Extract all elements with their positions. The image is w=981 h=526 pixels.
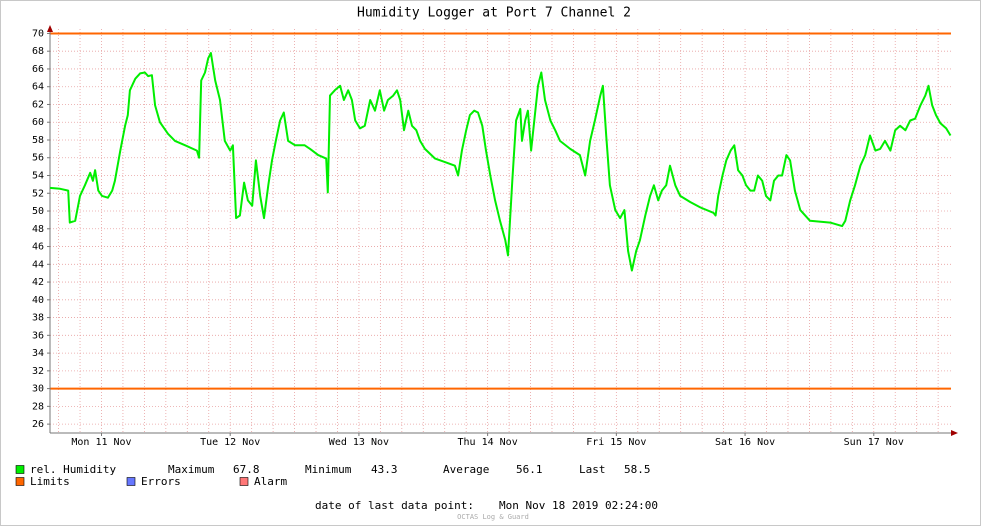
y-tick-label: 46	[32, 242, 44, 253]
y-tick-label: 28	[32, 401, 44, 412]
y-tick-label: 42	[32, 277, 44, 288]
y-tick-label: 34	[32, 348, 44, 359]
y-tick-label: 52	[32, 188, 44, 199]
y-tick-label: 36	[32, 330, 44, 341]
footer-value: Mon Nov 18 2019 02:24:00	[499, 499, 658, 512]
stat-value: 43.3	[371, 463, 398, 476]
data-line	[49, 52, 952, 272]
legend-label: Alarm	[254, 475, 287, 488]
stat-label: Minimum	[305, 463, 352, 476]
y-tick-label: 54	[32, 171, 44, 182]
y-tick-label: 26	[32, 419, 44, 430]
y-arrow	[47, 25, 53, 32]
y-tick-label: 66	[32, 64, 44, 75]
y-tick-label: 62	[32, 99, 44, 110]
y-tick-label: 32	[32, 366, 44, 377]
y-tick-label: 68	[32, 46, 44, 57]
x-tick-label: Thu 14 Nov	[458, 437, 518, 448]
y-tick-label: 70	[32, 28, 44, 39]
y-tick-label: 30	[32, 384, 44, 395]
stat-value: 67.8	[233, 463, 260, 476]
legend: rel. Humidity Maximum 67.8 Minimum 43.3 Avera…	[15, 463, 658, 521]
stat-value: 56.1	[516, 463, 543, 476]
legend-label: Limits	[30, 475, 70, 488]
footer-label: date of last data point:	[315, 499, 474, 512]
stat-label: Last	[579, 463, 606, 476]
y-tick-label: 48	[32, 224, 44, 235]
y-tick-label: 40	[32, 295, 44, 306]
x-tick-label: Wed 13 Nov	[329, 437, 389, 448]
y-tick-label: 60	[32, 117, 44, 128]
y-tick-label: 50	[32, 206, 44, 217]
y-tick-label: 38	[32, 313, 44, 324]
x-tick-label: Tue 12 Nov	[200, 437, 260, 448]
y-tick-label: 64	[32, 82, 44, 93]
y-tick-label: 56	[32, 153, 44, 164]
x-tick-label: Fri 15 Nov	[586, 437, 646, 448]
stat-label: Maximum	[168, 463, 215, 476]
stat-value: 58.5	[624, 463, 651, 476]
x-tick-label: Mon 11 Nov	[71, 437, 131, 448]
y-tick-label: 58	[32, 135, 44, 146]
plot-area	[50, 29, 951, 433]
legend-label: Errors	[141, 475, 181, 488]
stat-label: Average	[443, 463, 489, 476]
legend-swatch	[15, 465, 25, 474]
credit: OCTAS Log & Guard	[457, 513, 529, 521]
x-tick-label: Sat 16 Nov	[715, 437, 775, 448]
legend-swatch	[239, 477, 249, 486]
x-arrow	[951, 430, 958, 436]
legend-swatch	[15, 477, 25, 486]
chart-title: Humidity Logger at Port 7 Channel 2	[357, 6, 631, 21]
legend-label: rel. Humidity	[30, 463, 116, 476]
y-tick-label: 44	[32, 259, 44, 270]
x-tick-label: Sun 17 Nov	[844, 437, 904, 448]
plot: 26 28 30 32 34 36 38 40 42 44 46 48 50 52 54 56 58 60 62 64…	[32, 27, 955, 448]
legend-swatch	[126, 477, 136, 486]
